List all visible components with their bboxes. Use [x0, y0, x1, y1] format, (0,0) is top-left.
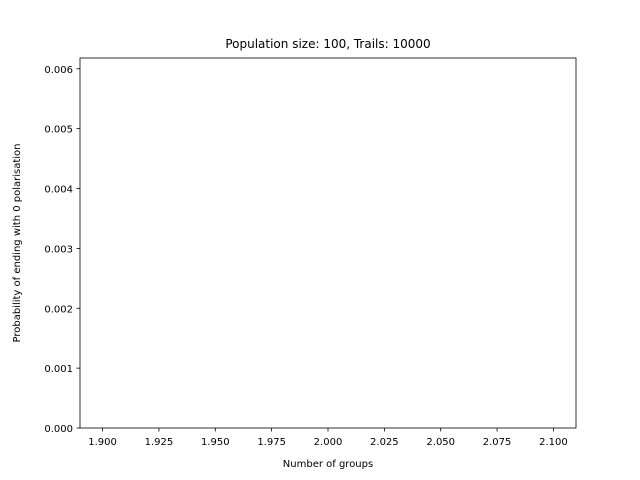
x-tick-label: 1.950: [201, 437, 230, 448]
x-tick-label: 1.900: [88, 437, 117, 448]
y-axis-ticks: 0.000 0.001 0.002 0.003 0.004 0.005 0.006: [44, 65, 80, 435]
axes-background: [80, 58, 576, 428]
x-tick-label: 2.100: [539, 437, 568, 448]
y-tick-label: 0.005: [44, 125, 73, 136]
y-tick-label: 0.004: [44, 185, 73, 196]
y-axis-label: Probability of ending with 0 polarisatio…: [12, 143, 23, 342]
x-tick-label: 2.075: [483, 437, 512, 448]
x-tick-label: 1.975: [257, 437, 286, 448]
x-tick-label: 2.000: [314, 437, 343, 448]
chart-title: Population size: 100, Trails: 10000: [225, 37, 430, 51]
plot-area: [79, 57, 577, 429]
y-tick-label: 0.006: [44, 65, 73, 76]
y-tick-label: 0.000: [44, 424, 73, 435]
y-tick-label: 0.001: [44, 364, 73, 375]
y-tick-label: 0.003: [44, 244, 73, 255]
x-axis-label: Number of groups: [283, 459, 373, 470]
y-tick-label: 0.002: [44, 304, 73, 315]
x-tick-label: 1.925: [145, 437, 174, 448]
x-tick-label: 2.050: [426, 437, 455, 448]
x-tick-label: 2.025: [370, 437, 399, 448]
x-axis-ticks: 1.900 1.925 1.950 1.975 2.000 2.025 2.050 2.075…: [88, 428, 568, 448]
